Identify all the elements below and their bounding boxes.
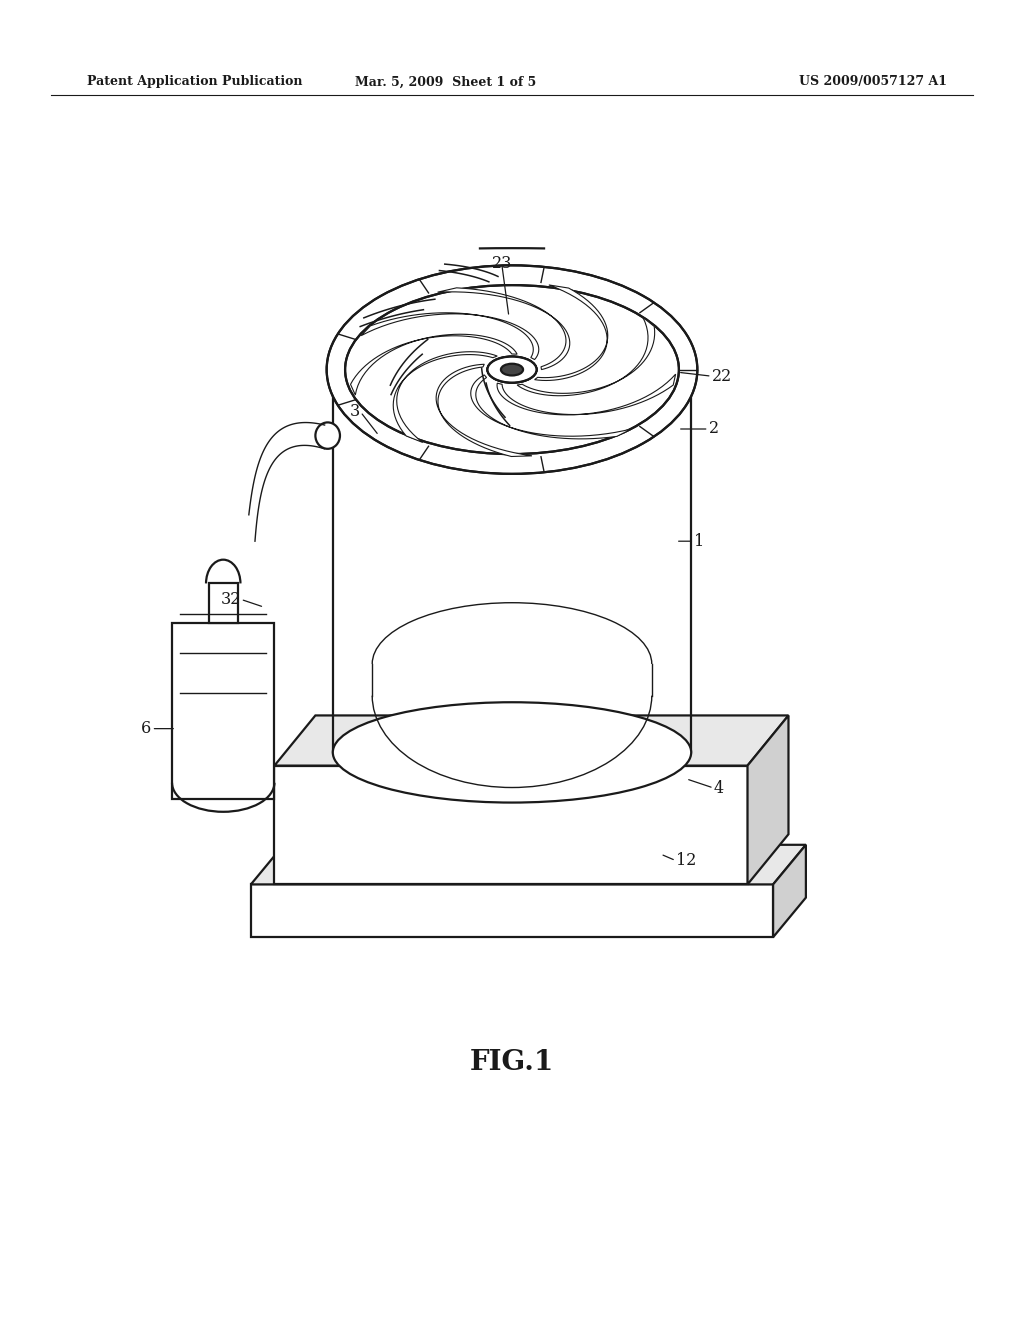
Text: 2: 2: [709, 421, 719, 437]
Ellipse shape: [333, 702, 691, 803]
Text: 22: 22: [712, 368, 732, 384]
Polygon shape: [251, 884, 773, 937]
Ellipse shape: [345, 285, 679, 454]
Polygon shape: [773, 845, 806, 937]
Polygon shape: [274, 715, 788, 766]
Polygon shape: [249, 422, 325, 541]
Polygon shape: [748, 715, 788, 884]
Text: Mar. 5, 2009  Sheet 1 of 5: Mar. 5, 2009 Sheet 1 of 5: [354, 75, 537, 88]
Text: 6: 6: [141, 721, 152, 737]
Text: 3: 3: [350, 404, 360, 420]
Polygon shape: [437, 288, 569, 370]
Ellipse shape: [315, 422, 340, 449]
Polygon shape: [209, 583, 238, 623]
Polygon shape: [251, 845, 806, 884]
Polygon shape: [471, 375, 632, 438]
Text: 32: 32: [220, 591, 241, 607]
Polygon shape: [517, 317, 654, 396]
Ellipse shape: [487, 356, 537, 383]
Ellipse shape: [327, 265, 697, 474]
Text: 12: 12: [676, 853, 696, 869]
Ellipse shape: [487, 356, 537, 383]
Polygon shape: [361, 313, 539, 359]
Text: US 2009/0057127 A1: US 2009/0057127 A1: [799, 75, 947, 88]
Polygon shape: [436, 364, 531, 457]
Text: FIG.1: FIG.1: [470, 1049, 554, 1076]
Polygon shape: [172, 623, 274, 799]
Polygon shape: [274, 766, 748, 884]
Ellipse shape: [500, 363, 524, 376]
Text: Patent Application Publication: Patent Application Publication: [87, 75, 302, 88]
Polygon shape: [497, 374, 676, 414]
Ellipse shape: [501, 364, 523, 375]
Text: 1: 1: [694, 533, 705, 549]
Polygon shape: [393, 351, 498, 442]
Text: 4: 4: [714, 780, 724, 796]
Polygon shape: [535, 285, 608, 380]
Text: 23: 23: [492, 256, 512, 272]
Polygon shape: [350, 334, 517, 395]
